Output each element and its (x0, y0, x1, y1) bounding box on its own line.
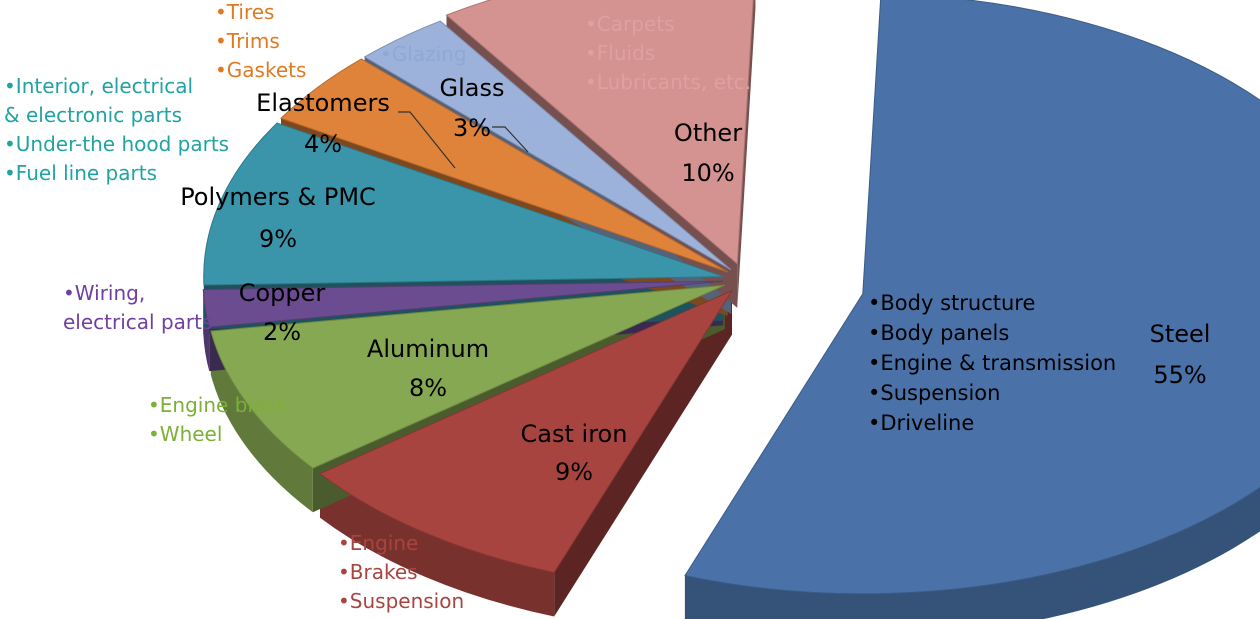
steel-outer-wall (684, 487, 1260, 619)
polymers-pmc-use-3: •Fuel line parts (4, 161, 157, 185)
other-use-2: •Lubricants, etc. (585, 70, 751, 94)
pie-tops (202, 0, 1260, 595)
other-slice (445, 0, 754, 265)
glass-percent: 3% (453, 114, 491, 142)
elastomers-use-2: •Gaskets (215, 58, 306, 82)
cast-iron-use-2: •Suspension (338, 589, 464, 613)
copper-slice (202, 280, 724, 328)
copper-use-0: •Wiring, (63, 281, 145, 305)
elastomers-label: Elastomers (256, 89, 390, 117)
steel-use-1: •Body panels (868, 321, 1009, 345)
steel-use-2: •Engine & transmission (868, 351, 1116, 375)
copper-label: Copper (239, 279, 326, 307)
leader-lines (398, 111, 529, 169)
other-use-0: •Carpets (585, 12, 675, 36)
aluminum-label: Aluminum (367, 335, 489, 363)
polymers-pmc-label: Polymers & PMC (180, 183, 376, 211)
elastomers-slice (280, 58, 728, 273)
steel-label: Steel (1150, 320, 1211, 348)
aluminum-outer-wall (210, 331, 313, 513)
other-percent: 10% (681, 159, 734, 187)
cast-iron-use-1: •Brakes (338, 560, 418, 584)
glass-use-0: •Glazing (380, 42, 467, 66)
steel-percent: 55% (1153, 361, 1206, 389)
polymers-pmc-slice (203, 122, 724, 286)
aluminum-percent: 8% (409, 374, 447, 402)
other-label: Other (674, 119, 742, 147)
cast-iron-slice (319, 289, 734, 574)
copper-use-1: electrical parts (63, 310, 212, 334)
aluminum-slice (210, 284, 725, 469)
polymers-pmc-percent: 9% (259, 225, 297, 253)
polymers-pmc-use-1: & electronic parts (4, 103, 182, 127)
elastomers-use-0: •Tires (215, 0, 274, 24)
elastomers-percent: 4% (304, 130, 342, 158)
steel-use-4: •Driveline (868, 411, 974, 435)
cast-iron-use-0: •Engine (338, 531, 418, 555)
glass-leader (492, 126, 529, 153)
polymers-pmc-use-2: •Under-the hood parts (4, 132, 229, 156)
polymers-pmc-use-0: •Interior, electrical (4, 74, 193, 98)
glass-slice (363, 20, 732, 271)
cast-iron-percent: 9% (555, 458, 593, 486)
other-wall-end (737, 0, 756, 308)
steel-use-3: •Suspension (868, 381, 1000, 405)
copper-percent: 2% (263, 318, 301, 346)
usage-notes: •Body structure •Body panels •Engine & tra… (4, 0, 1116, 613)
cast-iron-outer-wall (320, 473, 555, 617)
slice-labels: Steel 55% Cast iron 9% Aluminum 8% Copper 2% Pol… (180, 74, 1210, 486)
elastomers-leader (398, 111, 456, 169)
other-use-1: •Fluids (585, 41, 655, 65)
steel-slice (684, 0, 1260, 595)
elastomers-use-1: •Trims (215, 29, 280, 53)
aluminum-use-1: •Wheel (148, 422, 222, 446)
cast-iron-label: Cast iron (521, 420, 628, 448)
glass-label: Glass (440, 74, 505, 102)
cast-iron-wall-start (554, 290, 733, 617)
steel-use-0: •Body structure (868, 291, 1035, 315)
aluminum-use-0: •Engine block (148, 393, 288, 417)
